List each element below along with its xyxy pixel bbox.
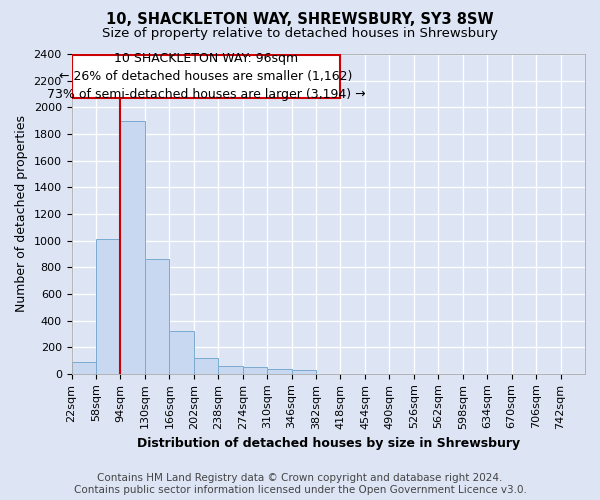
- Bar: [71, 56, 340, 98]
- Bar: [145, 259, 169, 374]
- Text: 10 SHACKLETON WAY: 96sqm
← 26% of detached houses are smaller (1,162)
73% of sem: 10 SHACKLETON WAY: 96sqm ← 26% of detach…: [47, 52, 365, 101]
- Text: Size of property relative to detached houses in Shrewsbury: Size of property relative to detached ho…: [102, 28, 498, 40]
- Bar: [71, 362, 96, 374]
- Bar: [169, 331, 194, 374]
- Y-axis label: Number of detached properties: Number of detached properties: [15, 116, 28, 312]
- Bar: [96, 239, 121, 374]
- X-axis label: Distribution of detached houses by size in Shrewsbury: Distribution of detached houses by size …: [137, 437, 520, 450]
- Bar: [218, 366, 242, 374]
- Text: 10, SHACKLETON WAY, SHREWSBURY, SY3 8SW: 10, SHACKLETON WAY, SHREWSBURY, SY3 8SW: [106, 12, 494, 28]
- Bar: [242, 367, 267, 374]
- Text: Contains HM Land Registry data © Crown copyright and database right 2024.
Contai: Contains HM Land Registry data © Crown c…: [74, 474, 526, 495]
- Bar: [194, 358, 218, 374]
- Bar: [267, 369, 292, 374]
- Bar: [292, 370, 316, 374]
- Bar: [121, 120, 145, 374]
